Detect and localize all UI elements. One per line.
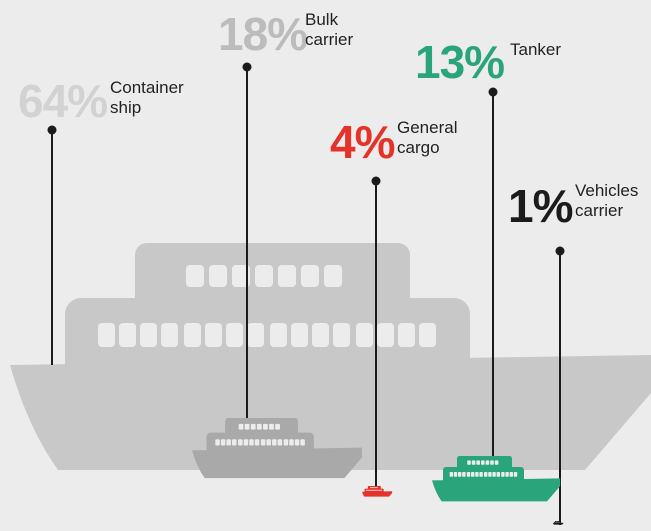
- value-label: 18%: [218, 8, 307, 60]
- pin-dot: [242, 62, 252, 72]
- pin-dot: [555, 246, 565, 256]
- ship: [553, 521, 564, 525]
- category-label: Container ship: [110, 78, 184, 117]
- value-label: 13%: [415, 36, 504, 88]
- pin-dot: [488, 87, 498, 97]
- category-label: Vehicles carrier: [575, 181, 639, 220]
- value-label: 1%: [508, 180, 573, 232]
- category-label: General cargo: [397, 118, 458, 157]
- pin-dot: [47, 125, 57, 135]
- ship: [362, 486, 393, 497]
- value-label: 4%: [330, 116, 395, 168]
- ship: [10, 243, 651, 470]
- category-label: Bulk carrier: [305, 10, 354, 49]
- pin-dot: [371, 176, 381, 186]
- category-label: Tanker: [510, 40, 562, 59]
- value-label: 64%: [18, 75, 107, 127]
